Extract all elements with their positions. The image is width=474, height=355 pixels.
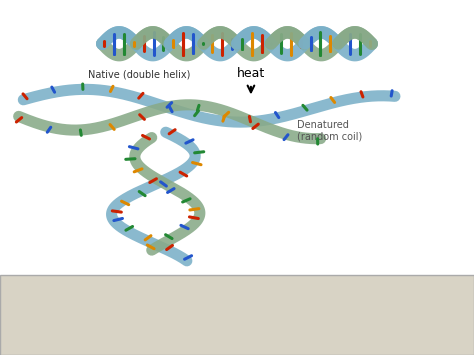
Text: Schematic representation of strand separation in duplex DNA: Schematic representation of strand separ… bbox=[32, 293, 442, 306]
Text: heat: heat bbox=[237, 67, 265, 80]
Text: Denatured
(random coil): Denatured (random coil) bbox=[297, 120, 363, 142]
Text: resulting from  heat denaturation: resulting from heat denaturation bbox=[126, 326, 348, 339]
Text: Native (double helix): Native (double helix) bbox=[88, 69, 191, 79]
Text: heat denaturation: heat denaturation bbox=[136, 326, 338, 339]
